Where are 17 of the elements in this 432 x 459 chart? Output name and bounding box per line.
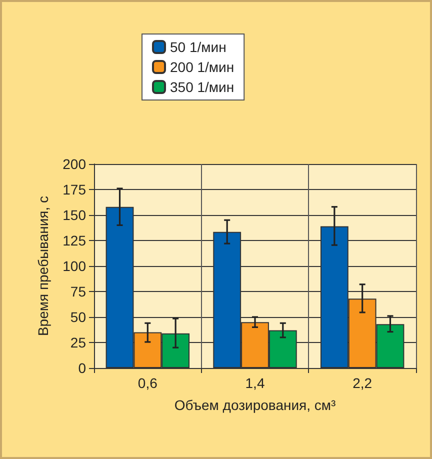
- y-tick-label: 150: [62, 207, 86, 223]
- x-tick-label: 0,6: [138, 375, 158, 391]
- y-axis-title: Время пребывания, с: [35, 196, 51, 336]
- legend-label: 350 1/мин: [170, 79, 234, 95]
- y-tick-label: 0: [78, 360, 86, 376]
- y-tick-label: 200: [62, 156, 86, 172]
- legend-label: 200 1/мин: [170, 59, 234, 75]
- y-tick-label: 175: [62, 182, 86, 198]
- legend-label: 50 1/мин: [170, 39, 226, 55]
- x-axis-title: Объем дозирования, см³: [174, 397, 336, 413]
- y-tick-label: 50: [70, 309, 86, 325]
- x-tick-label: 1,4: [245, 375, 265, 391]
- y-tick-label: 125: [62, 232, 86, 248]
- x-tick-label: 2,2: [352, 375, 372, 391]
- y-tick-label: 75: [70, 284, 86, 300]
- y-tick-label: 100: [62, 258, 86, 274]
- y-tick-label: 25: [70, 334, 86, 350]
